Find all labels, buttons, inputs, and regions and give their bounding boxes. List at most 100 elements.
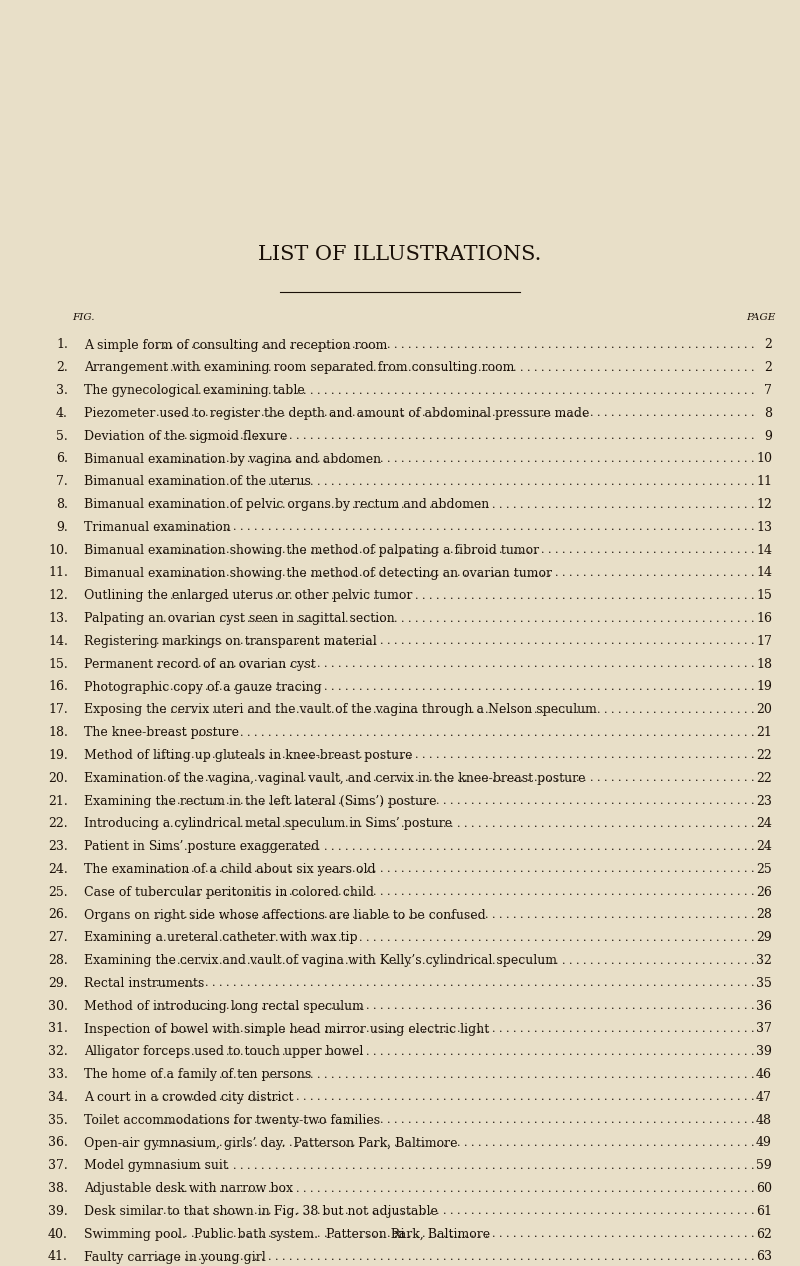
- Text: 40.: 40.: [48, 1228, 68, 1241]
- Text: 14: 14: [756, 566, 772, 580]
- Text: Desk similar to that shown in Fig. 38 but not adjustable: Desk similar to that shown in Fig. 38 bu…: [84, 1205, 438, 1218]
- Text: 12.: 12.: [48, 589, 68, 603]
- Text: . . . . . . . . . . . . . . . . . . . . . . . . . . . . . . . . . . . . . . . . : . . . . . . . . . . . . . . . . . . . . …: [155, 546, 754, 556]
- Text: . . . . . . . . . . . . . . . . . . . . . . . . . . . . . . . . . . . . . . . . : . . . . . . . . . . . . . . . . . . . . …: [155, 477, 754, 487]
- Text: 19: 19: [756, 681, 772, 694]
- Text: . . . . . . . . . . . . . . . . . . . . . . . . . . . . . . . . . . . . . . . . : . . . . . . . . . . . . . . . . . . . . …: [155, 956, 754, 966]
- Text: 38.: 38.: [48, 1182, 68, 1195]
- Text: 24: 24: [756, 818, 772, 830]
- Text: 2.: 2.: [56, 361, 68, 375]
- Text: . . . . . . . . . . . . . . . . . . . . . . . . . . . . . . . . . . . . . . . . : . . . . . . . . . . . . . . . . . . . . …: [155, 1115, 754, 1125]
- Text: 1.: 1.: [56, 338, 68, 352]
- Text: . . . . . . . . . . . . . . . . . . . . . . . . . . . . . . . . . . . . . . . . : . . . . . . . . . . . . . . . . . . . . …: [155, 1138, 754, 1148]
- Text: Patient in Sims’ posture exaggerated: Patient in Sims’ posture exaggerated: [84, 841, 319, 853]
- Text: 3.: 3.: [56, 384, 68, 398]
- Text: Case of tubercular peritonitis in colored child: Case of tubercular peritonitis in colore…: [84, 886, 374, 899]
- Text: 28: 28: [756, 909, 772, 922]
- Text: 34.: 34.: [48, 1091, 68, 1104]
- Text: Examining the cervix and vault of vagina with Kelly’s cylindrical speculum: Examining the cervix and vault of vagina…: [84, 955, 557, 967]
- Text: 17: 17: [756, 636, 772, 648]
- Text: 14.: 14.: [48, 636, 68, 648]
- Text: 24.: 24.: [48, 863, 68, 876]
- Text: Arrangement with examining room separated from consulting room: Arrangement with examining room separate…: [84, 361, 514, 375]
- Text: . . . . . . . . . . . . . . . . . . . . . . . . . . . . . . . . . . . . . . . . : . . . . . . . . . . . . . . . . . . . . …: [155, 819, 754, 829]
- Text: 16.: 16.: [48, 681, 68, 694]
- Text: . . . . . . . . . . . . . . . . . . . . . . . . . . . . . . . . . . . . . . . . : . . . . . . . . . . . . . . . . . . . . …: [155, 1024, 754, 1034]
- Text: . . . . . . . . . . . . . . . . . . . . . . . . . . . . . . . . . . . . . . . . : . . . . . . . . . . . . . . . . . . . . …: [155, 910, 754, 920]
- Text: The home of a family of ten persons: The home of a family of ten persons: [84, 1069, 311, 1081]
- Text: 31.: 31.: [48, 1023, 68, 1036]
- Text: Examining the rectum in the left lateral (Sims’) posture: Examining the rectum in the left lateral…: [84, 795, 437, 808]
- Text: . . . . . . . . . . . . . . . . . . . . . . . . . . . . . . . . . . . . . . . . : . . . . . . . . . . . . . . . . . . . . …: [155, 386, 754, 395]
- Text: 29: 29: [756, 932, 772, 944]
- Text: Faulty carriage in young girl: Faulty carriage in young girl: [84, 1251, 266, 1263]
- Text: . . . . . . . . . . . . . . . . . . . . . . . . . . . . . . . . . . . . . . . . : . . . . . . . . . . . . . . . . . . . . …: [155, 637, 754, 647]
- Text: 23: 23: [756, 795, 772, 808]
- Text: . . . . . . . . . . . . . . . . . . . . . . . . . . . . . . . . . . . . . . . . : . . . . . . . . . . . . . . . . . . . . …: [155, 568, 754, 579]
- Text: 10: 10: [756, 452, 772, 466]
- Text: . . . . . . . . . . . . . . . . . . . . . . . . . . . . . . . . . . . . . . . . : . . . . . . . . . . . . . . . . . . . . …: [155, 1184, 754, 1194]
- Text: 61: 61: [756, 1205, 772, 1218]
- Text: . . . . . . . . . . . . . . . . . . . . . . . . . . . . . . . . . . . . . . . . : . . . . . . . . . . . . . . . . . . . . …: [155, 979, 754, 989]
- Text: 20.: 20.: [48, 772, 68, 785]
- Text: The examination of a child about six years old: The examination of a child about six yea…: [84, 863, 376, 876]
- Text: . . . . . . . . . . . . . . . . . . . . . . . . . . . . . . . . . . . . . . . . : . . . . . . . . . . . . . . . . . . . . …: [155, 591, 754, 601]
- Text: Bimanual examination showing the method of detecting an ovarian tumor: Bimanual examination showing the method …: [84, 566, 552, 580]
- Text: Introducing a cylindrical metal speculum in Sims’ posture: Introducing a cylindrical metal speculum…: [84, 818, 452, 830]
- Text: The gynecological examining table: The gynecological examining table: [84, 384, 305, 398]
- Text: A court in a crowded city district: A court in a crowded city district: [84, 1091, 294, 1104]
- Text: 19.: 19.: [48, 749, 68, 762]
- Text: 28.: 28.: [48, 955, 68, 967]
- Text: Outlining the enlarged uterus or other pelvic tumor: Outlining the enlarged uterus or other p…: [84, 589, 412, 603]
- Text: FIG.: FIG.: [72, 314, 94, 323]
- Text: 2: 2: [764, 361, 772, 375]
- Text: 35: 35: [756, 977, 772, 990]
- Text: Deviation of the sigmoid flexure: Deviation of the sigmoid flexure: [84, 429, 287, 443]
- Text: . . . . . . . . . . . . . . . . . . . . . . . . . . . . . . . . . . . . . . . . : . . . . . . . . . . . . . . . . . . . . …: [155, 341, 754, 349]
- Text: . . . . . . . . . . . . . . . . . . . . . . . . . . . . . . . . . . . . . . . . : . . . . . . . . . . . . . . . . . . . . …: [155, 1070, 754, 1080]
- Text: Examination of the vagina, vaginal vault, and cervix in the knee-breast posture: Examination of the vagina, vaginal vault…: [84, 772, 586, 785]
- Text: Bimanual examination of the uterus: Bimanual examination of the uterus: [84, 475, 311, 489]
- Text: . . . . . . . . . . . . . . . . . . . . . . . . . . . . . . . . . . . . . . . . : . . . . . . . . . . . . . . . . . . . . …: [155, 842, 754, 852]
- Text: 14: 14: [756, 543, 772, 557]
- Text: Examining a ureteral catheter with wax tip: Examining a ureteral catheter with wax t…: [84, 932, 358, 944]
- Text: . . . . . . . . . . . . . . . . . . . . . . . . . . . . . . . . . . . . . . . . : . . . . . . . . . . . . . . . . . . . . …: [155, 500, 754, 510]
- Text: 33.: 33.: [48, 1069, 68, 1081]
- Text: Swimming pool.  Public bath system.  Patterson Park, Baltimore: Swimming pool. Public bath system. Patte…: [84, 1228, 490, 1241]
- Text: 9.: 9.: [56, 520, 68, 534]
- Text: Inspection of bowel with simple head mirror using electric light: Inspection of bowel with simple head mir…: [84, 1023, 490, 1036]
- Text: . . . . . . . . . . . . . . . . . . . . . . . . . . . . . . . . . . . . . . . . : . . . . . . . . . . . . . . . . . . . . …: [155, 523, 754, 533]
- Text: Palpating an ovarian cyst seen in sagittal section: Palpating an ovarian cyst seen in sagitt…: [84, 611, 394, 625]
- Text: 36: 36: [756, 1000, 772, 1013]
- Text: 23.: 23.: [48, 841, 68, 853]
- Text: . . . . . . . . . . . . . . . . . . . . . . . . . . . . . . . . . . . . . . . . : . . . . . . . . . . . . . . . . . . . . …: [155, 1161, 754, 1171]
- Text: 2: 2: [764, 338, 772, 352]
- Text: . . . . . . . . . . . . . . . . . . . . . . . . . . . . . . . . . . . . . . . . : . . . . . . . . . . . . . . . . . . . . …: [155, 933, 754, 943]
- Text: 29.: 29.: [48, 977, 68, 990]
- Text: . . . . . . . . . . . . . . . . . . . . . . . . . . . . . . . . . . . . . . . . : . . . . . . . . . . . . . . . . . . . . …: [155, 865, 754, 875]
- Text: 13.: 13.: [48, 611, 68, 625]
- Text: . . . . . . . . . . . . . . . . . . . . . . . . . . . . . . . . . . . . . . . . : . . . . . . . . . . . . . . . . . . . . …: [155, 796, 754, 806]
- Text: 18: 18: [756, 658, 772, 671]
- Text: Method of introducing long rectal speculum: Method of introducing long rectal specul…: [84, 1000, 364, 1013]
- Text: 24: 24: [756, 841, 772, 853]
- Text: 18.: 18.: [48, 727, 68, 739]
- Text: 26.: 26.: [48, 909, 68, 922]
- Text: 48: 48: [756, 1114, 772, 1127]
- Text: 25.: 25.: [48, 886, 68, 899]
- Text: 9: 9: [764, 429, 772, 443]
- Text: 47: 47: [756, 1091, 772, 1104]
- Text: 17.: 17.: [48, 704, 68, 717]
- Text: 37: 37: [756, 1023, 772, 1036]
- Text: The knee-breast posture: The knee-breast posture: [84, 727, 239, 739]
- Text: Piezometer used to register the depth and amount of abdominal pressure made: Piezometer used to register the depth an…: [84, 406, 590, 420]
- Text: 4.: 4.: [56, 406, 68, 420]
- Text: 36.: 36.: [48, 1137, 68, 1150]
- Text: . . . . . . . . . . . . . . . . . . . . . . . . . . . . . . . . . . . . . . . . : . . . . . . . . . . . . . . . . . . . . …: [155, 1229, 754, 1239]
- Text: 21.: 21.: [48, 795, 68, 808]
- Text: 32.: 32.: [48, 1046, 68, 1058]
- Text: 30.: 30.: [48, 1000, 68, 1013]
- Text: 11: 11: [756, 475, 772, 489]
- Text: Adjustable desk with narrow box: Adjustable desk with narrow box: [84, 1182, 293, 1195]
- Text: . . . . . . . . . . . . . . . . . . . . . . . . . . . . . . . . . . . . . . . . : . . . . . . . . . . . . . . . . . . . . …: [155, 1093, 754, 1103]
